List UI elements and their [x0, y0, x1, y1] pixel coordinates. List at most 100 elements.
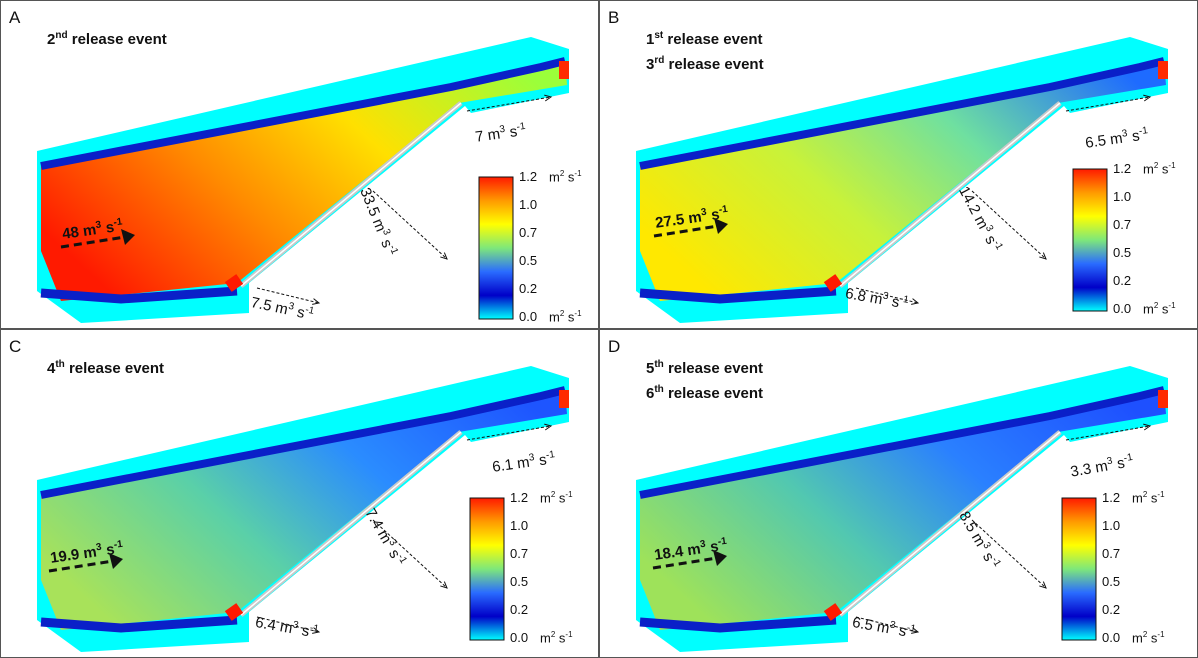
colorbar-tick-label: 1.0: [519, 197, 538, 212]
colorbar-tick-label: 1.2: [510, 490, 529, 505]
lower-gate-hotspot: [224, 603, 244, 621]
inflow-arrowhead: [121, 229, 135, 245]
upper-bank: [639, 386, 1165, 499]
flow-map-svg: [37, 37, 569, 323]
upper-gate-hotspot: [1158, 390, 1168, 408]
bottom-outflow-arrow-head: [312, 627, 321, 634]
inflow-arrow: [60, 235, 126, 249]
colorbar-tick-label: 0.0: [510, 630, 529, 645]
colorbar-tick-label: 0.2: [519, 281, 538, 296]
colorbar-unit-bottom: m2 s-1: [1132, 630, 1165, 646]
colorbar-unit-top: m2 s-1: [1132, 490, 1165, 506]
panel-letter: A: [9, 8, 21, 27]
bottom-outflow-arrow-head: [911, 298, 920, 305]
panel-d: D 5th release event 6th release event 18.4 …: [599, 329, 1198, 658]
diagonal-outflow-arrow: [971, 190, 1047, 260]
top-outflow-arrow: [466, 425, 552, 441]
diagonal-outflow-arrow-head: [440, 581, 448, 589]
colorbar-tick-label: 0.7: [1102, 546, 1121, 561]
lower-bank: [639, 615, 837, 633]
colorbar-tick-label: 0.0: [1113, 301, 1132, 316]
colorbar-tick-label: 0.2: [1113, 273, 1132, 288]
colorbar-tick-label: 1.0: [1113, 189, 1132, 204]
diagonal-weir-edge: [240, 431, 462, 616]
release-event-label: 1st release event: [646, 30, 763, 48]
colorbar-tick-label: 0.5: [510, 574, 529, 589]
inflow-arrowhead: [714, 218, 728, 234]
top-outflow-arrow-head: [1143, 423, 1152, 431]
lower-gate-hotspot: [823, 274, 843, 292]
diagonal-outflow-arrow-head: [440, 252, 448, 260]
bottom-outflow-arrow-head: [911, 627, 920, 634]
colorbar-tick-label: 0.5: [519, 253, 538, 268]
diagonal-outflow-arrow-head: [1039, 252, 1047, 260]
upper-bank: [40, 386, 566, 499]
colorbar-tick-label: 0.0: [1102, 630, 1121, 645]
inflow-arrow: [652, 556, 718, 570]
upper-gate-hotspot: [559, 61, 569, 79]
colorbar-tick-label: 1.0: [510, 518, 529, 533]
colorbar: [469, 497, 505, 641]
diagonal-outflow-arrow-head: [1039, 581, 1047, 589]
panel-letter: C: [9, 337, 22, 356]
release-event-label: 5th release event: [646, 359, 764, 377]
release-event-label: 2nd release event: [47, 30, 167, 48]
lower-gate-hotspot: [823, 603, 843, 621]
colorbar-tick-label: 1.0: [1102, 518, 1121, 533]
bottom-outflow-arrow: [855, 287, 919, 304]
colorbar-unit-bottom: m2 s-1: [549, 309, 582, 325]
colorbar-tick-label: 0.5: [1102, 574, 1121, 589]
colorbar-unit-top: m2 s-1: [1143, 161, 1176, 177]
top-outflow-arrow: [1065, 96, 1151, 112]
panel-c: C 4th release event 19.9 m3 s-1 6.1 m3 s-1 7…: [0, 329, 599, 658]
release-event-labels: 1st release event 3rd release event: [646, 25, 764, 75]
colorbar-unit-top: m2 s-1: [540, 490, 573, 506]
inflow-arrowhead: [109, 553, 123, 569]
flow-map-svg: [636, 37, 1168, 323]
colorbar-tick-label: 1.2: [1102, 490, 1121, 505]
release-event-label: 6th release event: [646, 384, 764, 402]
bottom-outflow-arrow-head: [312, 298, 321, 305]
release-event-label: 3rd release event: [646, 55, 764, 73]
release-event-labels: 4th release event: [47, 354, 164, 379]
upper-bank: [639, 57, 1165, 170]
colorbar: [1061, 497, 1097, 641]
colorbar-tick-label: 1.2: [1113, 161, 1132, 176]
lower-bank: [40, 286, 238, 304]
bottom-outflow-arrow: [855, 616, 919, 633]
colorbar: [1072, 168, 1108, 312]
panel-a: A 2nd release event 48 m3 s-1 7 m3 s-1 33.5 …: [0, 0, 599, 329]
upper-gate-hotspot: [559, 390, 569, 408]
diagonal-outflow-arrow: [971, 519, 1047, 589]
colorbar-unit-bottom: m2 s-1: [1143, 301, 1176, 317]
top-outflow-arrow-head: [544, 423, 553, 431]
colorbar: [478, 176, 514, 320]
bottom-outflow-arrow: [256, 287, 320, 304]
top-outflow-arrow: [466, 96, 552, 112]
top-outflow-arrow: [1065, 425, 1151, 441]
upper-gate-hotspot: [1158, 61, 1168, 79]
bottom-outflow-arrow: [256, 616, 320, 633]
upper-bank: [40, 57, 566, 170]
flow-map-svg: [636, 366, 1168, 652]
diagonal-outflow-arrow: [372, 190, 448, 260]
colorbar-tick-label: 0.2: [510, 602, 529, 617]
release-event-labels: 5th release event 6th release event: [646, 354, 763, 404]
lower-bank: [40, 615, 238, 633]
diagonal-outflow-arrow: [372, 519, 448, 589]
inflow-arrow: [48, 559, 114, 573]
release-event-label: 4th release event: [47, 359, 165, 377]
top-outflow-arrow-head: [1143, 94, 1152, 102]
colorbar-tick-label: 0.5: [1113, 245, 1132, 260]
colorbar-tick-label: 0.2: [1102, 602, 1121, 617]
diagonal-weir-edge: [839, 431, 1061, 616]
colorbar-tick-label: 0.7: [1113, 217, 1132, 232]
colorbar-tick-label: 1.2: [519, 169, 538, 184]
panel-b: B 1st release event 3rd release event 27.5 …: [599, 0, 1198, 329]
lower-gate-hotspot: [224, 274, 244, 292]
diagonal-weir-edge: [240, 102, 462, 287]
colorbar-unit-top: m2 s-1: [549, 169, 582, 185]
colorbar-unit-bottom: m2 s-1: [540, 630, 573, 646]
diagonal-weir-edge: [839, 102, 1061, 287]
